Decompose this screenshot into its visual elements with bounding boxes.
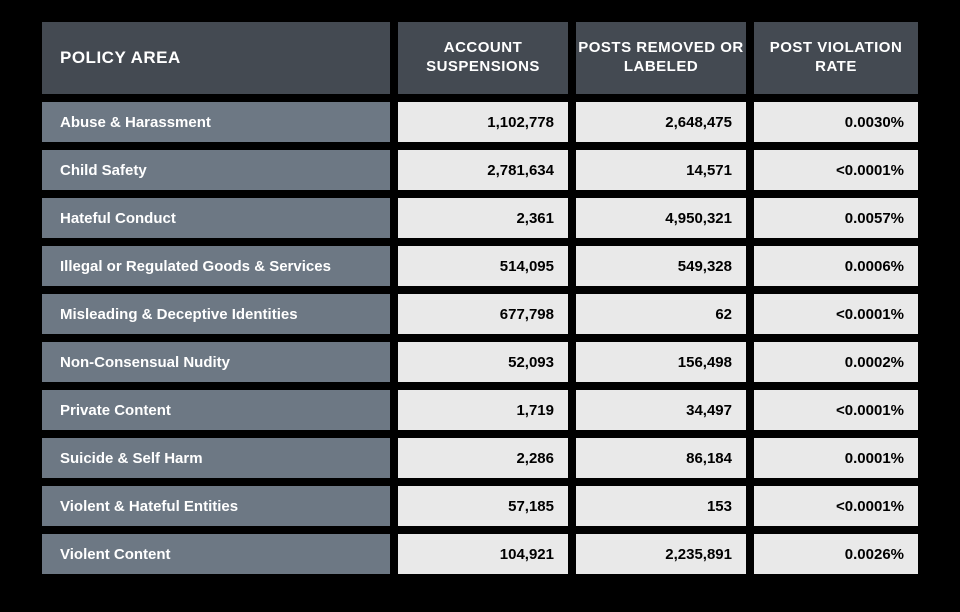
posts-removed-cell: 86,184 bbox=[576, 438, 746, 478]
col-header-policy-area: POLICY AREA bbox=[42, 22, 390, 94]
violation-rate-cell: 0.0006% bbox=[754, 246, 918, 286]
policy-area-cell: Abuse & Harassment bbox=[42, 102, 390, 142]
account-suspensions-cell: 2,286 bbox=[398, 438, 568, 478]
account-suspensions-cell: 1,102,778 bbox=[398, 102, 568, 142]
violation-rate-cell: 0.0002% bbox=[754, 342, 918, 382]
table-row: Misleading & Deceptive Identities677,798… bbox=[42, 294, 918, 334]
policy-area-cell: Illegal or Regulated Goods & Services bbox=[42, 246, 390, 286]
policy-area-cell: Non-Consensual Nudity bbox=[42, 342, 390, 382]
table-row: Abuse & Harassment1,102,7782,648,4750.00… bbox=[42, 102, 918, 142]
violation-rate-cell: <0.0001% bbox=[754, 390, 918, 430]
table-row: Suicide & Self Harm2,28686,1840.0001% bbox=[42, 438, 918, 478]
account-suspensions-cell: 2,781,634 bbox=[398, 150, 568, 190]
table-row: Violent & Hateful Entities57,185153<0.00… bbox=[42, 486, 918, 526]
account-suspensions-cell: 514,095 bbox=[398, 246, 568, 286]
table-row: Child Safety2,781,63414,571<0.0001% bbox=[42, 150, 918, 190]
violation-rate-cell: 0.0030% bbox=[754, 102, 918, 142]
violation-rate-cell: 0.0057% bbox=[754, 198, 918, 238]
posts-removed-cell: 2,235,891 bbox=[576, 534, 746, 574]
posts-removed-cell: 62 bbox=[576, 294, 746, 334]
account-suspensions-cell: 677,798 bbox=[398, 294, 568, 334]
posts-removed-cell: 34,497 bbox=[576, 390, 746, 430]
table-row: Hateful Conduct2,3614,950,3210.0057% bbox=[42, 198, 918, 238]
posts-removed-cell: 153 bbox=[576, 486, 746, 526]
col-header-violation-rate: POST VIOLATION RATE bbox=[754, 22, 918, 94]
violation-rate-cell: <0.0001% bbox=[754, 486, 918, 526]
account-suspensions-cell: 2,361 bbox=[398, 198, 568, 238]
posts-removed-cell: 2,648,475 bbox=[576, 102, 746, 142]
violation-rate-cell: <0.0001% bbox=[754, 150, 918, 190]
table-row: Private Content1,71934,497<0.0001% bbox=[42, 390, 918, 430]
account-suspensions-cell: 1,719 bbox=[398, 390, 568, 430]
posts-removed-cell: 4,950,321 bbox=[576, 198, 746, 238]
policy-enforcement-table: POLICY AREA ACCOUNT SUSPENSIONS POSTS RE… bbox=[42, 22, 918, 582]
posts-removed-cell: 549,328 bbox=[576, 246, 746, 286]
account-suspensions-cell: 52,093 bbox=[398, 342, 568, 382]
policy-area-cell: Suicide & Self Harm bbox=[42, 438, 390, 478]
table-header-row: POLICY AREA ACCOUNT SUSPENSIONS POSTS RE… bbox=[42, 22, 918, 94]
account-suspensions-cell: 104,921 bbox=[398, 534, 568, 574]
violation-rate-cell: 0.0001% bbox=[754, 438, 918, 478]
table-row: Illegal or Regulated Goods & Services514… bbox=[42, 246, 918, 286]
policy-area-cell: Violent Content bbox=[42, 534, 390, 574]
policy-area-cell: Hateful Conduct bbox=[42, 198, 390, 238]
policy-area-cell: Misleading & Deceptive Identities bbox=[42, 294, 390, 334]
policy-area-cell: Private Content bbox=[42, 390, 390, 430]
violation-rate-cell: 0.0026% bbox=[754, 534, 918, 574]
posts-removed-cell: 14,571 bbox=[576, 150, 746, 190]
policy-area-cell: Violent & Hateful Entities bbox=[42, 486, 390, 526]
policy-area-cell: Child Safety bbox=[42, 150, 390, 190]
col-header-posts-removed: POSTS REMOVED OR LABELED bbox=[576, 22, 746, 94]
table-row: Violent Content104,9212,235,8910.0026% bbox=[42, 534, 918, 574]
col-header-account-suspensions: ACCOUNT SUSPENSIONS bbox=[398, 22, 568, 94]
posts-removed-cell: 156,498 bbox=[576, 342, 746, 382]
account-suspensions-cell: 57,185 bbox=[398, 486, 568, 526]
table-body: Abuse & Harassment1,102,7782,648,4750.00… bbox=[42, 102, 918, 574]
violation-rate-cell: <0.0001% bbox=[754, 294, 918, 334]
table-row: Non-Consensual Nudity52,093156,4980.0002… bbox=[42, 342, 918, 382]
